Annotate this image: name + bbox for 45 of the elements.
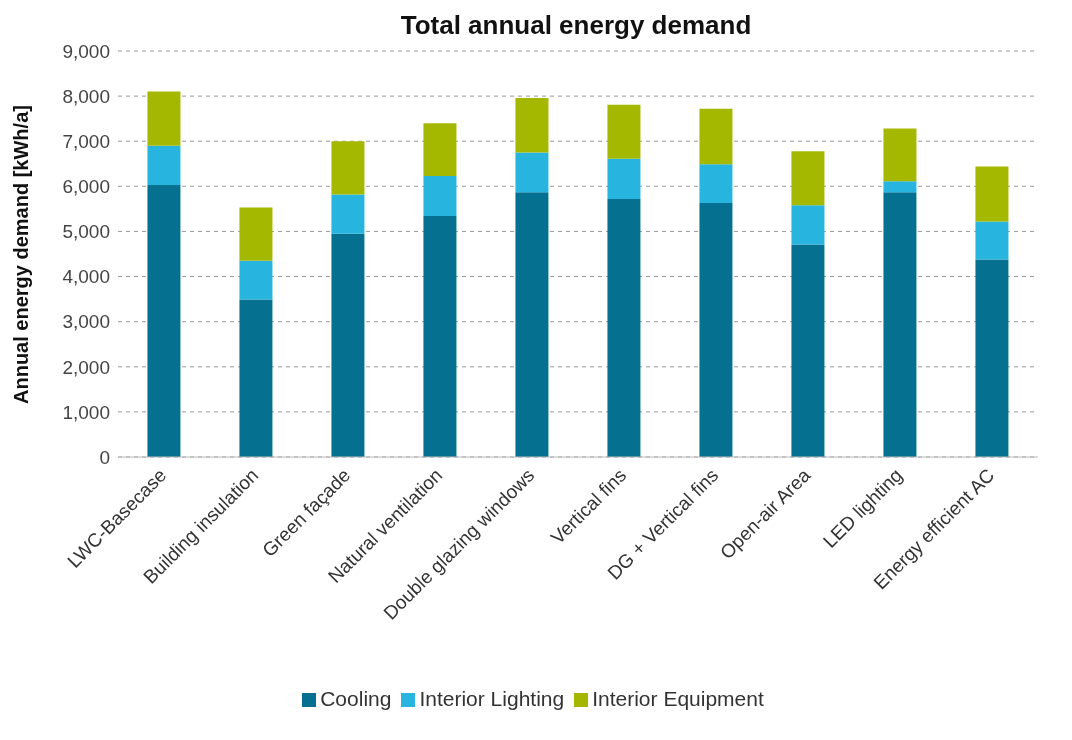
y-tick-label: 4,000 [62, 266, 110, 288]
bar [515, 97, 549, 153]
bar [607, 104, 641, 159]
legend-label: Interior Lighting [419, 687, 565, 710]
bar [147, 184, 181, 457]
bar [883, 181, 917, 193]
bar [331, 141, 365, 195]
bar [239, 299, 273, 457]
bar [423, 216, 457, 457]
bar [147, 145, 181, 185]
bar [515, 192, 549, 457]
y-tick-label: 2,000 [62, 356, 110, 378]
bar [607, 198, 641, 457]
y-tick-label: 9,000 [62, 40, 110, 62]
bar [423, 175, 457, 217]
bar [423, 123, 457, 176]
legend-label: Interior Equipment [592, 687, 764, 710]
bar [607, 158, 641, 199]
bar [883, 128, 917, 182]
bar [331, 194, 365, 234]
bar [791, 244, 825, 457]
bar [975, 221, 1009, 260]
bar [975, 166, 1009, 222]
y-tick-label: 8,000 [62, 85, 110, 107]
bar [699, 203, 733, 457]
y-axis-title: Annual energy demand [kWh/a] [10, 105, 33, 404]
bar [515, 152, 549, 193]
bar [239, 260, 273, 300]
bar [331, 233, 365, 457]
bar [791, 151, 825, 206]
bar [239, 207, 273, 261]
y-tick-label: 0 [99, 446, 110, 468]
y-tick-label: 5,000 [62, 221, 110, 243]
y-tick-label: 7,000 [62, 130, 110, 152]
bar [791, 205, 825, 245]
bar [975, 259, 1009, 457]
bar [699, 164, 733, 204]
bar [883, 192, 917, 457]
chart-title: Total annual energy demand [399, 10, 753, 41]
bar [699, 108, 733, 165]
legend-label: Cooling [320, 687, 392, 710]
bar [147, 91, 181, 146]
y-tick-label: 1,000 [62, 401, 110, 423]
y-tick-label: 6,000 [62, 176, 110, 198]
y-tick-label: 3,000 [62, 311, 110, 333]
